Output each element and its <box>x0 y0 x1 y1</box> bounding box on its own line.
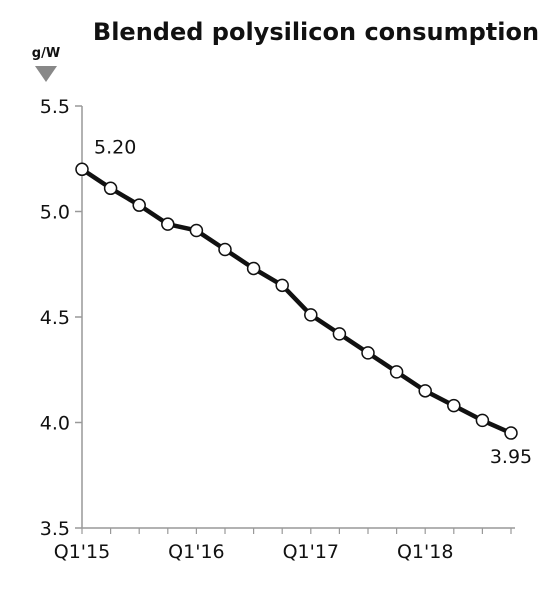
unit-label: g/W <box>32 46 60 61</box>
data-point <box>475 413 490 428</box>
x-tick-label: Q1'16 <box>168 541 224 563</box>
data-point <box>332 327 347 341</box>
data-point <box>418 384 432 398</box>
data-point <box>246 261 261 276</box>
y-tick-label: 3.5 <box>40 518 70 540</box>
y-tick-label: 4.0 <box>40 413 70 435</box>
chart-title: Blended polysilicon consumption <box>93 18 539 46</box>
data-point <box>504 426 518 440</box>
unit-marker-icon <box>35 66 57 82</box>
data-point <box>218 242 232 257</box>
data-label: 3.95 <box>490 446 532 468</box>
data-point <box>103 181 118 196</box>
data-point <box>75 162 89 177</box>
y-tick-label: 4.5 <box>40 307 70 329</box>
x-tick-label: Q1'17 <box>283 541 339 563</box>
data-point <box>161 217 175 231</box>
data-label: 5.20 <box>94 136 136 158</box>
y-tick-label: 5.5 <box>40 96 70 118</box>
data-point <box>304 308 318 322</box>
x-tick-label: Q1'15 <box>54 541 110 563</box>
data-point <box>361 346 375 360</box>
x-tick-label: Q1'18 <box>397 541 453 563</box>
series-line <box>80 167 512 436</box>
y-tick-label: 5.0 <box>40 202 70 224</box>
data-point <box>275 278 289 293</box>
data-point <box>189 223 204 238</box>
data-point <box>389 365 404 379</box>
data-point <box>132 198 146 212</box>
data-point <box>447 398 461 413</box>
